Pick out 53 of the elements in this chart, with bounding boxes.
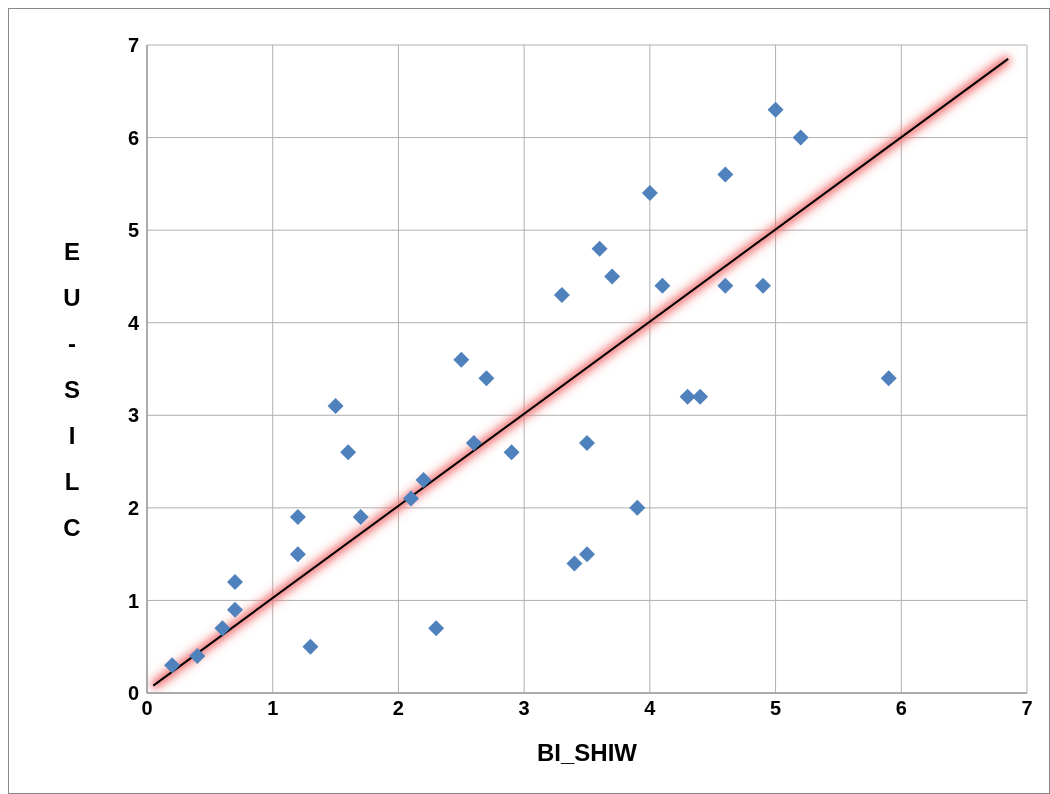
y-axis-title: EU-SILC — [62, 237, 82, 543]
point — [465, 435, 482, 452]
point — [478, 370, 495, 387]
point — [189, 647, 206, 664]
point — [227, 573, 243, 590]
point — [403, 490, 419, 507]
x-tick-label: 3 — [518, 697, 530, 720]
y-tick-label: 3 — [127, 404, 139, 427]
point — [227, 601, 243, 618]
point — [767, 101, 784, 118]
point — [566, 555, 583, 572]
point — [717, 277, 734, 294]
x-tick-label: 0 — [141, 697, 153, 720]
point — [579, 546, 595, 563]
point — [604, 268, 621, 285]
point — [503, 444, 520, 461]
point — [654, 277, 671, 294]
point — [453, 351, 470, 368]
point — [214, 620, 231, 637]
x-axis-title: BI_SHIW — [536, 739, 638, 766]
point — [679, 388, 696, 405]
point — [289, 509, 306, 526]
x-tick-label: 1 — [267, 697, 279, 720]
y-tick-label: 7 — [127, 34, 139, 57]
x-tick-label: 4 — [644, 697, 657, 720]
point — [289, 546, 306, 563]
point — [880, 370, 897, 387]
point — [629, 499, 646, 516]
point — [302, 638, 319, 655]
x-tick-label: 6 — [895, 697, 907, 720]
point — [792, 129, 809, 146]
point — [591, 240, 608, 257]
point — [641, 185, 658, 202]
point — [692, 388, 709, 405]
point — [352, 509, 369, 526]
point — [717, 166, 734, 183]
y-tick-label: 5 — [127, 219, 139, 242]
point — [579, 435, 595, 452]
x-tick-label: 2 — [392, 697, 404, 720]
x-tick-label: 7 — [1021, 697, 1033, 720]
point — [415, 472, 432, 489]
point — [164, 657, 181, 674]
point — [428, 620, 445, 637]
y-tick-label: 6 — [127, 126, 139, 149]
y-tick-label: 4 — [127, 311, 140, 334]
y-tick-label: 1 — [127, 589, 139, 612]
point — [340, 444, 357, 461]
point — [327, 398, 344, 415]
y-tick-label: 2 — [127, 496, 139, 519]
point — [755, 277, 771, 294]
x-tick-label: 5 — [770, 697, 782, 720]
point — [553, 286, 570, 303]
y-tick-label: 0 — [127, 682, 139, 705]
